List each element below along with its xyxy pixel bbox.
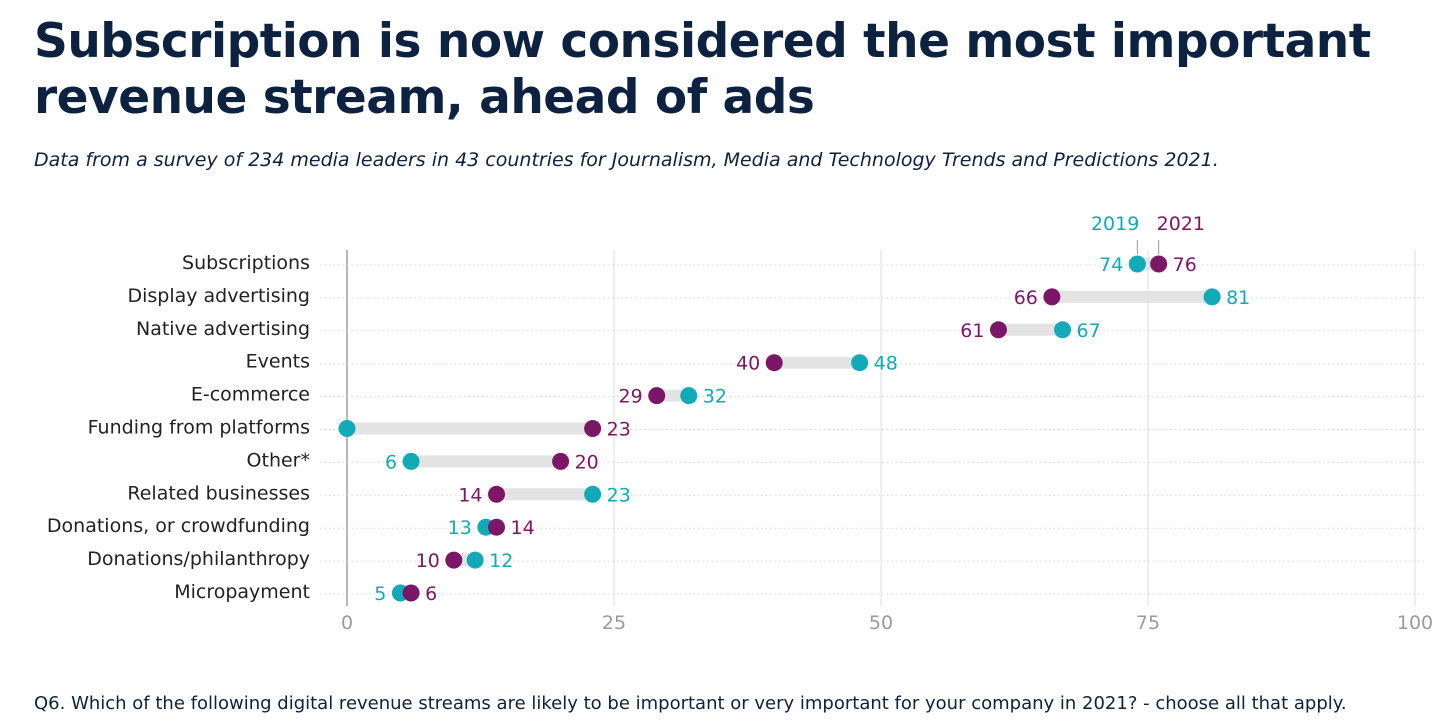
value-label: 14	[458, 484, 482, 506]
value-label: 74	[1099, 254, 1123, 276]
dot-2021	[445, 551, 463, 569]
value-label: 23	[607, 419, 631, 441]
value-labels: 74 76 66 81 61 67 40 48 29 32 23 6 20 14 23 13 14 10 12 5 6	[374, 254, 1250, 605]
value-label: 76	[1173, 254, 1197, 276]
dot-2019	[338, 420, 356, 437]
dot-2021	[488, 485, 506, 503]
value-label: 67	[1077, 320, 1101, 342]
dot-2021	[488, 518, 506, 536]
dot-2019	[1128, 255, 1146, 273]
dot-2021	[402, 584, 420, 602]
dot-2021	[989, 321, 1007, 339]
value-label: 12	[489, 550, 513, 572]
chart-title: Subscription is now considered the most …	[34, 14, 1371, 125]
dot-2019	[584, 485, 602, 503]
category-label: Native advertising	[136, 318, 310, 340]
dot-2021	[1150, 255, 1168, 273]
x-tick-label: 50	[869, 612, 893, 634]
value-label: 66	[1014, 287, 1038, 309]
legend-label-2019: 2019	[1091, 213, 1139, 235]
category-label: Micropayment	[174, 581, 310, 603]
chart-subtitle: Data from a survey of 234 media leaders …	[34, 149, 1219, 171]
value-label: 10	[416, 550, 440, 572]
value-label: 13	[448, 517, 472, 539]
dot-2021	[648, 387, 666, 405]
footnote: Q6. Which of the following digital reven…	[34, 693, 1347, 714]
value-label: 6	[385, 451, 397, 473]
dot-2019	[402, 452, 420, 470]
category-label: E-commerce	[191, 384, 310, 406]
legend: 2019 2021	[1091, 213, 1205, 255]
dot-2019	[466, 551, 484, 569]
category-labels: Subscriptions Display advertising Native a…	[47, 252, 310, 603]
category-label: Subscriptions	[182, 252, 310, 274]
x-tick-label: 0	[341, 612, 353, 634]
dot-2021	[765, 354, 783, 372]
value-label: 48	[874, 353, 898, 375]
x-tick-label: 25	[602, 612, 626, 634]
value-label: 23	[607, 484, 631, 506]
dot-2021	[584, 420, 602, 437]
category-label: Related businesses	[127, 482, 310, 504]
value-label: 29	[619, 386, 643, 408]
dot-2021	[1043, 288, 1061, 306]
value-label: 5	[374, 583, 386, 605]
value-label: 32	[703, 386, 727, 408]
dot-2021	[552, 452, 570, 470]
connectors	[347, 258, 1213, 599]
dumbbell-chart: 0 25 50 75 100 Subscriptions Display advertis…	[47, 213, 1433, 634]
value-label: 40	[736, 353, 760, 375]
category-label: Funding from platforms	[88, 417, 310, 439]
value-label: 20	[575, 451, 599, 473]
dot-2019	[1203, 288, 1221, 306]
dot-2019	[680, 387, 698, 405]
category-label: Donations/philanthropy	[87, 548, 310, 570]
value-label: 6	[425, 583, 437, 605]
x-tick-label: 100	[1397, 612, 1433, 634]
x-tick-label: 75	[1136, 612, 1160, 634]
category-label: Donations, or crowdfunding	[47, 515, 310, 537]
category-label: Events	[246, 351, 310, 373]
dot-2019	[1054, 321, 1072, 339]
dots	[338, 255, 1221, 602]
value-label: 81	[1226, 287, 1250, 309]
legend-label-2021: 2021	[1157, 213, 1205, 235]
value-label: 61	[960, 320, 984, 342]
category-label: Display advertising	[127, 285, 310, 307]
x-axis: 0 25 50 75 100	[341, 612, 1433, 634]
dot-2019	[851, 354, 869, 372]
value-label: 14	[511, 517, 535, 539]
category-label: Other*	[247, 449, 310, 471]
